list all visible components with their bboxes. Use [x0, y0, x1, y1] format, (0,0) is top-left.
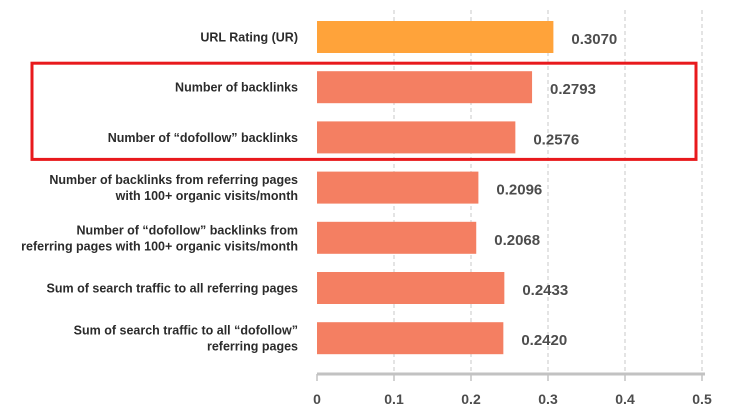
x-tick-label: 0.3 — [538, 391, 558, 407]
x-tick-label: 0 — [313, 391, 321, 407]
category-label: Sum of search traffic to all referring p… — [47, 282, 299, 296]
category-label: Number of “dofollow” backlinks from refer… — [21, 223, 298, 253]
value-label: 0.2068 — [494, 232, 540, 249]
bar — [317, 71, 533, 104]
x-tick-label: 0.4 — [615, 391, 635, 407]
x-tick-label: 0.5 — [692, 391, 712, 407]
category-label: Number of “dofollow” backlinks — [108, 131, 298, 145]
bar — [317, 221, 477, 254]
category-label: Number of backlinks — [175, 81, 298, 95]
x-tick-label: 0.2 — [461, 391, 481, 407]
highlight-box — [30, 61, 698, 161]
bar — [317, 272, 505, 304]
category-labels: URL Rating (UR) Number of backlinks Number… — [21, 31, 298, 354]
bar — [317, 322, 504, 355]
value-label: 0.2433 — [522, 282, 568, 299]
bars — [317, 21, 554, 355]
bar — [317, 21, 554, 53]
value-label: 0.2793 — [550, 81, 596, 98]
value-label: 0.2576 — [533, 131, 579, 148]
value-label: 0.3070 — [571, 31, 617, 48]
value-label: 0.2096 — [496, 182, 542, 199]
x-axis-ticks: 0 0.1 0.2 0.3 0.4 0.5 — [313, 374, 712, 407]
value-labels: 0.3070 0.2793 0.2576 0.2096 0.2068 0.2433 0.24… — [494, 31, 617, 349]
category-label: URL Rating (UR) — [200, 31, 298, 45]
value-label: 0.2420 — [521, 332, 567, 349]
category-label: Number of backlinks from referring pages… — [49, 173, 298, 203]
bar — [317, 121, 516, 154]
category-label: Sum of search traffic to all “dofollow” r… — [74, 324, 298, 354]
bar — [317, 171, 479, 204]
x-tick-label: 0.1 — [384, 391, 404, 407]
